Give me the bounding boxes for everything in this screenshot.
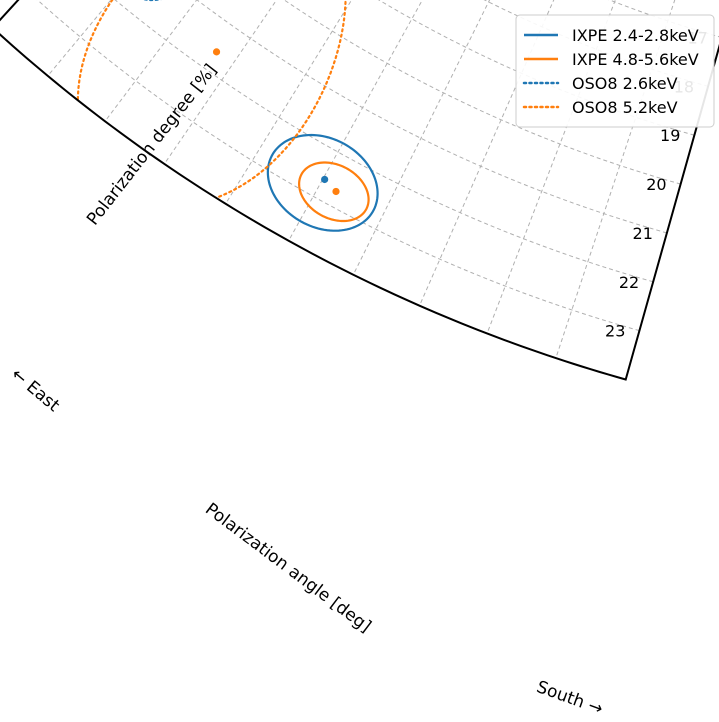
r-tick-label: 22: [619, 273, 639, 292]
series-0-center-point: [321, 175, 329, 184]
r-tick-label: 21: [633, 224, 653, 243]
r-tick-label: 20: [646, 175, 666, 194]
r-gridline: [129, 0, 681, 185]
series-3-contour: [76, 0, 347, 207]
legend: IXPE 2.4-2.8keV IXPE 4.8-5.6keV OSO8 2.6ke…: [515, 14, 715, 128]
theta-gridline: [0, 0, 267, 29]
sector-outline: [0, 0, 719, 381]
legend-entry-label: OSO8 2.6keV: [572, 74, 678, 93]
theta-gridline: [163, 0, 395, 165]
east-label: ← East: [7, 364, 63, 416]
polarization-angle-axis-label: Polarization angle [deg]: [201, 499, 374, 637]
series-1-contour: [298, 161, 370, 223]
r-gridline: [60, 0, 654, 283]
polarization-degree-axis-label: Polarization degree [%]: [83, 61, 221, 230]
theta-gridline: [555, 0, 685, 359]
theta-gridline: [352, 0, 535, 275]
theta-gridline: [288, 0, 487, 241]
r-tick-label: 19: [660, 126, 680, 145]
legend-entry-label: OSO8 5.2keV: [572, 98, 678, 117]
r-gridline: [95, 0, 668, 234]
series-3-center-point: [212, 48, 221, 56]
series-layer: [76, 0, 379, 232]
r-gridline: [26, 0, 640, 332]
legend-entry-label: IXPE 4.8-5.6keV: [572, 50, 699, 69]
series-0-contour: [266, 133, 379, 232]
legend-entry-label: IXPE 2.4-2.8keV: [572, 26, 699, 45]
series-1-center-point: [332, 187, 340, 196]
r-tick-label: 23: [605, 322, 625, 341]
theta-gridline: [104, 0, 351, 122]
south-label: South →: [534, 677, 606, 719]
legend-box: [515, 14, 715, 128]
theta-gridline: [47, 0, 308, 77]
sector-frame: [0, 0, 719, 381]
r-gridline: [231, 0, 719, 38]
